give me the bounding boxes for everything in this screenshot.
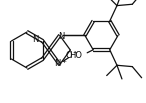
Text: O$^-$: O$^-$: [65, 49, 79, 60]
Text: N: N: [32, 35, 39, 43]
Text: N: N: [59, 32, 65, 41]
Text: HO: HO: [69, 51, 82, 60]
Text: N$^+$: N$^+$: [54, 58, 68, 69]
